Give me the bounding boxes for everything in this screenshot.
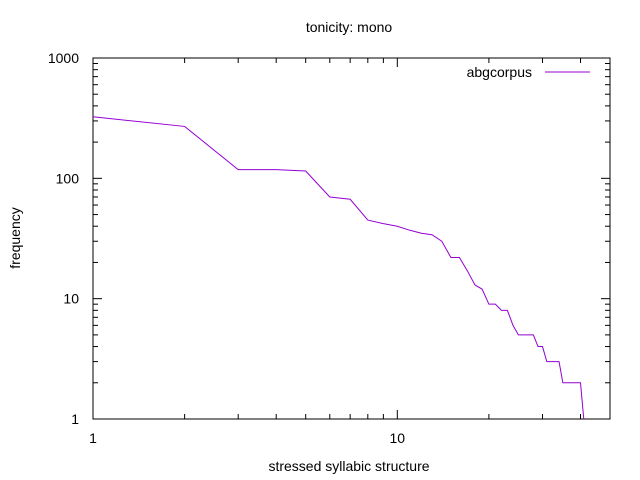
y-tick-label: 1 [71, 411, 79, 427]
plot-frame [92, 57, 611, 420]
y-tick-label: 1000 [48, 50, 79, 66]
x-tick-label: 10 [390, 430, 406, 446]
chart-title: tonicity: mono [306, 19, 393, 35]
y-tick-label: 10 [63, 291, 79, 307]
series-line [92, 116, 585, 420]
legend-label: abgcorpus [467, 64, 532, 80]
x-tick-label: 1 [89, 430, 97, 446]
y-axis-label: frequency [7, 207, 23, 268]
axis-ticks [92, 57, 611, 420]
series-layer [92, 116, 585, 420]
x-axis-label: stressed syllabic structure [268, 458, 429, 474]
axis-tick-labels: 1 10 1 10 100 1000 [48, 50, 405, 446]
legend: abgcorpus [467, 64, 590, 80]
y-tick-label: 100 [56, 170, 80, 186]
